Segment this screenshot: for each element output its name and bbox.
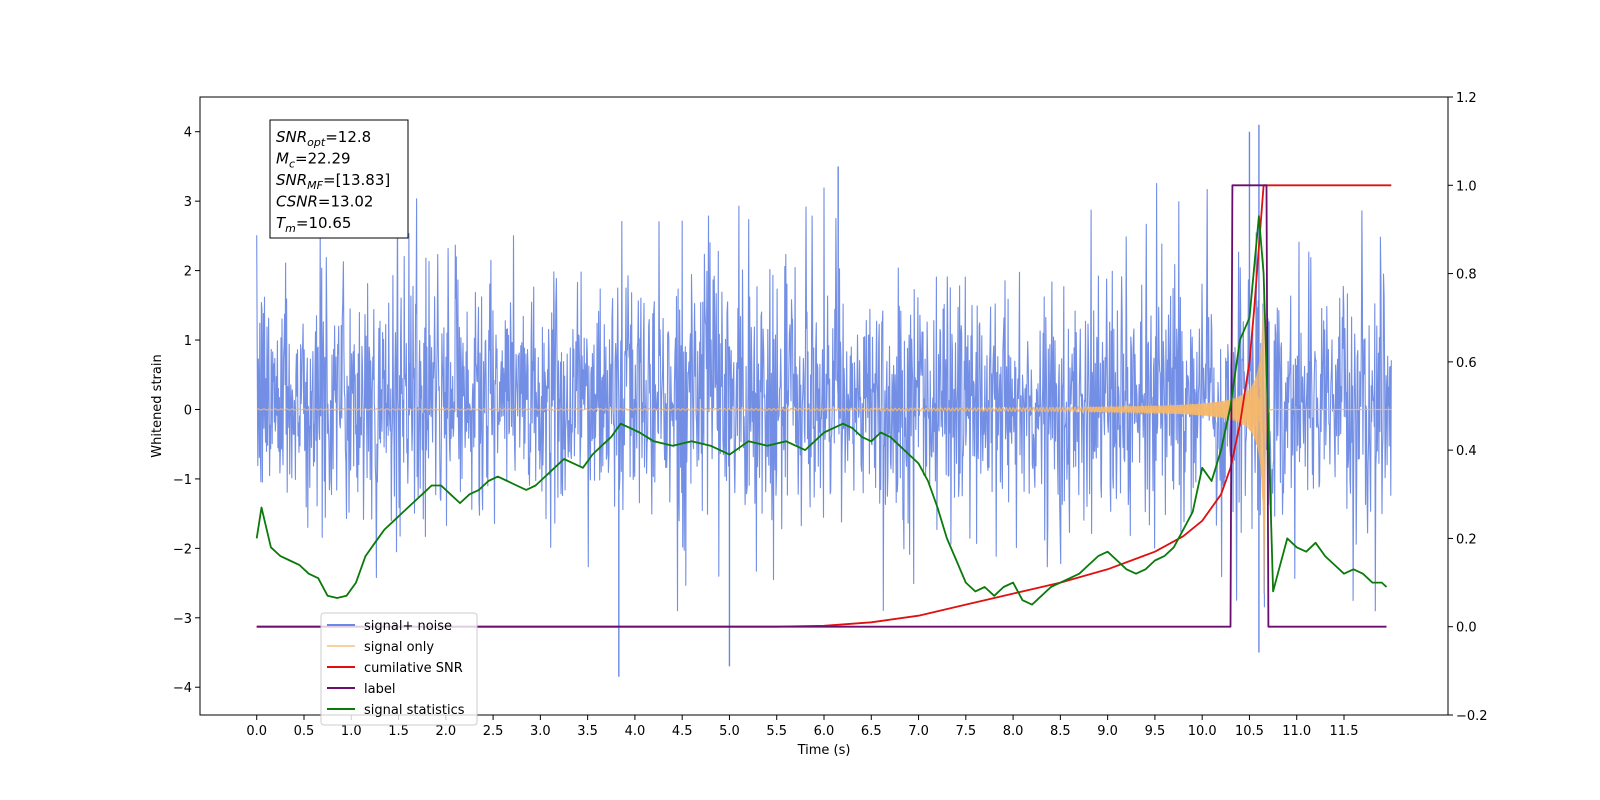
y-tick-label-right: 1.0 [1456, 179, 1477, 194]
y-tick-label-right: −0.2 [1456, 709, 1488, 724]
label-line [256, 184, 1387, 628]
x-tick-label: 1.0 [341, 724, 362, 739]
y-tick-label-left: 1 [184, 334, 192, 349]
annotation-symbol: SNR [276, 171, 307, 189]
y-tick-label-left: −2 [173, 542, 192, 557]
annotation-line: SNRMF=[13.83] [276, 171, 390, 192]
y-tick-label-right: 0.4 [1456, 444, 1477, 459]
annotation-symbol: SNR [276, 128, 307, 146]
annotation-value: =12.8 [325, 128, 371, 146]
annotation-symbol: T [276, 214, 287, 232]
x-tick-label: 8.5 [1050, 724, 1071, 739]
signal-only-series [256, 226, 1392, 594]
x-tick-label: 5.5 [766, 724, 787, 739]
line-series-group [255, 184, 1392, 628]
x-tick-label: 1.5 [388, 724, 409, 739]
x-tick-label: 10.0 [1188, 724, 1217, 739]
y-tick-label-left: 2 [184, 265, 192, 280]
x-tick-label: 2.0 [435, 724, 456, 739]
y-tick-label-right: 0.8 [1456, 268, 1477, 283]
annotation-value: =10.65 [296, 214, 352, 232]
x-tick-label: 11.5 [1330, 724, 1359, 739]
x-tick-label: 2.5 [483, 724, 504, 739]
annotation-box: SNRopt=12.8Mc=22.29SNRMF=[13.83]CSNR=13.… [269, 119, 409, 239]
x-tick-label: 7.0 [908, 724, 929, 739]
x-tick-label: 11.0 [1282, 724, 1311, 739]
signal-noise-line [256, 183, 1392, 612]
annotation-line: Tm=10.65 [276, 214, 351, 235]
legend-entry: signal+ noise [364, 619, 452, 634]
legend: signal+ noise signal only cumilative SNR la… [320, 612, 478, 726]
annotation-line: SNRopt=12.8 [276, 128, 371, 149]
legend-entry: cumilative SNR [364, 661, 463, 676]
annotation-value: =22.29 [295, 150, 351, 168]
y-tick-label-left: 3 [184, 195, 192, 210]
x-tick-label: 3.0 [530, 724, 551, 739]
y-axis-label: Whitened strain [150, 354, 165, 457]
annotation-subscript: c [289, 158, 295, 171]
y-tick-label-right: 0.0 [1456, 621, 1477, 636]
x-axis: 0.0 0.5 1.0 1.5 2.0 2.5 3.0 3.5 4.0 4.5 5.0 5.5 6.0 6… [246, 715, 1358, 739]
y-tick-label-right: 0.2 [1456, 532, 1477, 547]
annotation-value: =13.02 [318, 193, 374, 211]
y-tick-label-left: 4 [184, 126, 192, 141]
x-tick-label: 4.5 [672, 724, 693, 739]
x-tick-label: 10.5 [1235, 724, 1264, 739]
y-tick-label-left: −3 [173, 612, 192, 627]
x-tick-label: 7.5 [955, 724, 976, 739]
legend-entry: signal only [364, 640, 434, 655]
legend-entry: signal statistics [364, 703, 465, 718]
x-tick-label: 9.0 [1097, 724, 1118, 739]
annotation-value: =[13.83] [323, 171, 390, 189]
signal-noise-series [256, 124, 1392, 677]
annotation-subscript: m [285, 222, 296, 235]
y-tick-label-left: −1 [173, 473, 192, 488]
y-axis-right: −0.2 0.0 0.2 0.4 0.6 0.8 1.0 1.2 [1448, 91, 1488, 724]
annotation-subscript: opt [307, 136, 326, 149]
annotation-symbol: CSNR [276, 193, 318, 211]
x-tick-label: 6.5 [861, 724, 882, 739]
y-axis-left: −4 −3 −2 −1 0 1 2 3 4 [173, 126, 200, 696]
annotation-line: Mc=22.29 [276, 150, 351, 171]
x-axis-label: Time (s) [797, 743, 851, 758]
y-tick-label-right: 1.2 [1456, 91, 1477, 106]
annotation-symbol: M [276, 150, 289, 168]
y-tick-label-left: 0 [184, 403, 192, 418]
x-tick-label: 5.0 [719, 724, 740, 739]
signal-only-envelope [1088, 226, 1270, 593]
legend-frame [320, 612, 478, 726]
x-tick-label: 4.0 [625, 724, 646, 739]
annotation-line: CSNR=13.02 [276, 193, 373, 211]
annotation-subscript: MF [307, 179, 323, 192]
cumilative-snr-line [256, 184, 1392, 628]
annotation-frame [269, 119, 409, 239]
x-tick-label: 0.0 [246, 724, 267, 739]
x-tick-label: 3.5 [577, 724, 598, 739]
x-tick-label: 0.5 [294, 724, 315, 739]
legend-entry: label [364, 682, 395, 697]
signal-statistics-line [255, 215, 1388, 606]
x-tick-label: 6.0 [814, 724, 835, 739]
y-tick-label-right: 0.6 [1456, 356, 1477, 371]
x-tick-label: 8.0 [1003, 724, 1024, 739]
x-tick-label: 9.5 [1145, 724, 1166, 739]
y-tick-label-left: −4 [173, 681, 192, 696]
